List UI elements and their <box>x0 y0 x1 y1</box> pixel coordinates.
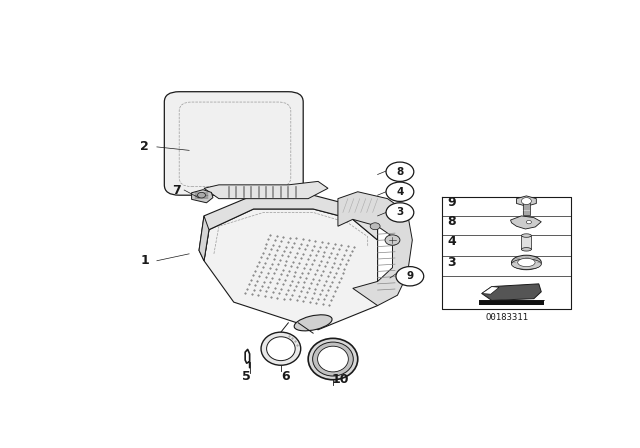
Polygon shape <box>338 192 412 306</box>
Ellipse shape <box>522 248 531 251</box>
Ellipse shape <box>312 342 353 376</box>
Bar <box>522 236 531 250</box>
Text: 5: 5 <box>242 370 250 383</box>
Text: 9: 9 <box>406 271 413 281</box>
Ellipse shape <box>261 332 301 365</box>
Polygon shape <box>511 216 541 229</box>
Text: 8: 8 <box>396 167 404 177</box>
Text: 2: 2 <box>140 140 149 153</box>
Ellipse shape <box>317 346 348 372</box>
Ellipse shape <box>522 234 531 237</box>
Text: 10: 10 <box>332 373 349 386</box>
Polygon shape <box>482 287 499 294</box>
Polygon shape <box>204 209 378 330</box>
Polygon shape <box>482 284 541 301</box>
Text: O0183311: O0183311 <box>485 313 528 322</box>
Bar <box>479 301 544 305</box>
Circle shape <box>386 182 414 202</box>
Circle shape <box>385 235 400 245</box>
Ellipse shape <box>511 255 541 270</box>
Circle shape <box>396 267 424 286</box>
FancyBboxPatch shape <box>164 92 303 195</box>
Polygon shape <box>516 196 536 206</box>
Circle shape <box>386 162 414 181</box>
Circle shape <box>198 193 205 198</box>
Text: 9: 9 <box>447 196 456 209</box>
Circle shape <box>370 223 380 230</box>
Circle shape <box>522 198 531 204</box>
Text: 7: 7 <box>172 184 181 197</box>
Text: 3: 3 <box>396 207 404 217</box>
Circle shape <box>526 220 531 224</box>
Text: 1: 1 <box>140 254 149 267</box>
Ellipse shape <box>267 337 295 361</box>
Ellipse shape <box>518 258 535 267</box>
Bar <box>523 203 530 215</box>
Ellipse shape <box>294 315 332 331</box>
Polygon shape <box>199 195 378 261</box>
Ellipse shape <box>308 338 358 380</box>
Text: 4: 4 <box>447 235 456 248</box>
Polygon shape <box>204 181 328 198</box>
Polygon shape <box>199 216 209 261</box>
Text: 8: 8 <box>447 215 456 228</box>
Circle shape <box>386 203 414 222</box>
Text: 6: 6 <box>282 370 290 383</box>
Text: 3: 3 <box>447 256 456 269</box>
Text: 4: 4 <box>396 187 404 197</box>
Ellipse shape <box>511 259 541 269</box>
Polygon shape <box>191 190 213 203</box>
